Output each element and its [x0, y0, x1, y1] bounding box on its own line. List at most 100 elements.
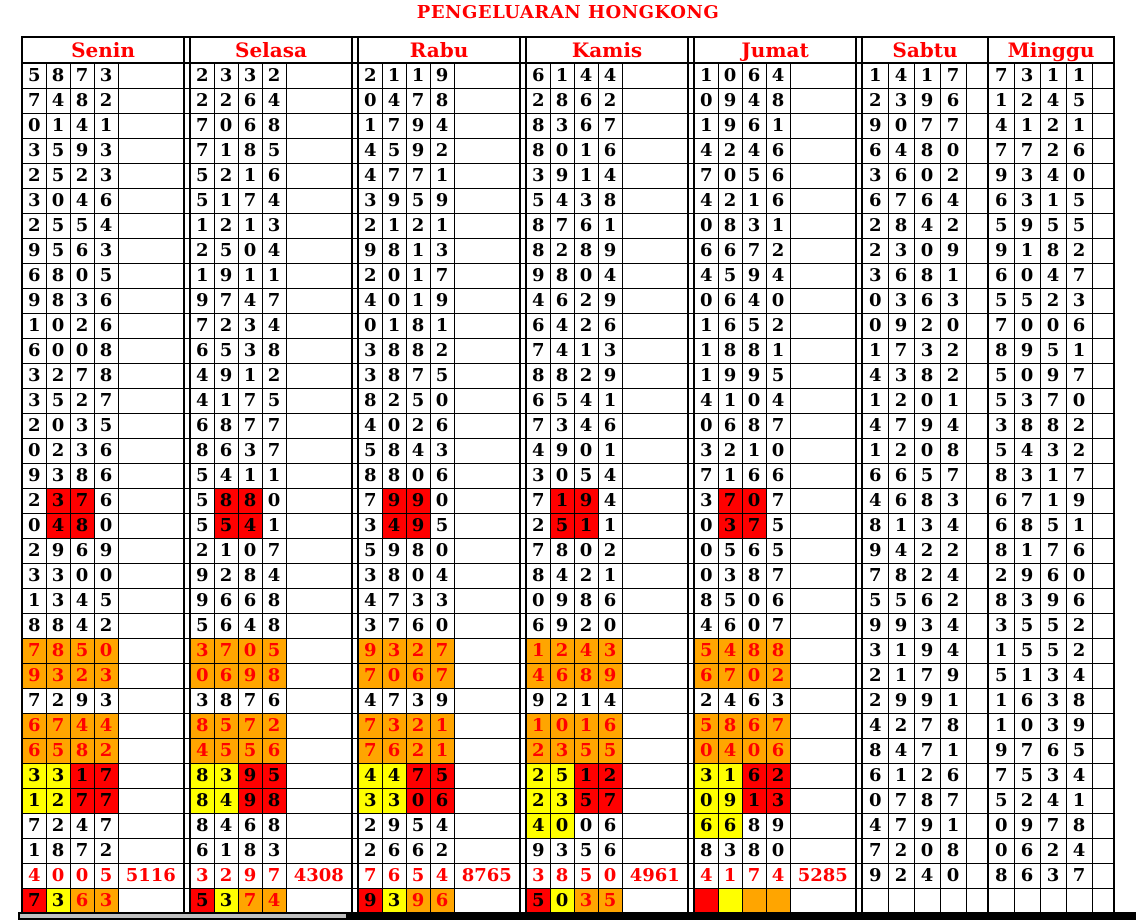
summary-cell: [117, 388, 185, 414]
digit-cell: 3: [69, 438, 95, 464]
summary-cell: [621, 613, 689, 639]
digit-cell: 0: [913, 238, 941, 264]
digit-cell: 3: [21, 563, 47, 589]
digit-cell: 4: [765, 263, 791, 289]
digit-cell: 0: [861, 313, 889, 339]
digit-cell: 5: [189, 163, 215, 189]
digit-cell: 3: [861, 263, 889, 289]
digit-cell: 6: [987, 263, 1015, 289]
summary-cell: [285, 638, 353, 664]
digit-cell: 1: [237, 263, 263, 289]
summary-cell: [621, 338, 689, 364]
digit-cell: 0: [69, 563, 95, 589]
summary-cell: [965, 513, 989, 539]
summary-cell: [621, 463, 689, 489]
digit-cell: 2: [525, 513, 551, 539]
digit-cell: 3: [45, 888, 71, 915]
digit-cell: 6: [1065, 588, 1093, 614]
digit-cell: 6: [987, 188, 1015, 214]
digit-cell: 6: [861, 463, 889, 489]
digit-cell: 2: [429, 838, 455, 864]
summary-cell: [285, 138, 353, 164]
digit-cell: 2: [765, 763, 791, 789]
digit-cell: 4: [21, 863, 47, 889]
digit-cell: 7: [21, 888, 47, 915]
summary-cell: [789, 62, 857, 89]
digit-cell: 8: [405, 538, 431, 564]
digit-cell: 1: [887, 638, 915, 664]
digit-cell: 5: [765, 538, 791, 564]
digit-cell: 8: [525, 213, 551, 239]
digit-cell: 2: [21, 163, 47, 189]
digit-cell: 1: [1013, 238, 1041, 264]
digit-cell: 8: [45, 263, 71, 289]
digit-cell: 7: [237, 888, 263, 915]
digit-cell: 9: [381, 538, 407, 564]
digit-cell: 0: [189, 663, 215, 689]
digit-cell: 6: [741, 113, 767, 139]
summary-cell: [789, 888, 857, 915]
header-separator: [183, 36, 191, 64]
digit-cell: [861, 888, 889, 915]
digit-cell: 0: [693, 738, 719, 764]
digit-cell: 4: [429, 113, 455, 139]
summary-cell: [789, 513, 857, 539]
digit-cell: 3: [525, 863, 551, 889]
summary-cell: [285, 613, 353, 639]
digit-cell: 5: [717, 538, 743, 564]
summary-cell: [117, 488, 185, 514]
digit-cell: 7: [1039, 388, 1067, 414]
digit-cell: 4: [357, 288, 383, 314]
digit-cell: 7: [913, 713, 941, 739]
digit-cell: 8: [525, 238, 551, 264]
digit-cell: 0: [913, 163, 941, 189]
digit-cell: 8: [1039, 238, 1067, 264]
summary-cell: [117, 438, 185, 464]
digit-cell: 4: [429, 863, 455, 889]
digit-cell: 2: [405, 638, 431, 664]
summary-cell: [965, 263, 989, 289]
day-header-jumat: Jumat: [693, 36, 857, 64]
digit-cell: 9: [549, 163, 575, 189]
digit-cell: 2: [887, 863, 915, 889]
digit-cell: 3: [987, 413, 1015, 439]
summary-cell: [965, 62, 989, 89]
digit-cell: 1: [987, 713, 1015, 739]
digit-cell: 9: [21, 463, 47, 489]
digit-cell: 6: [1065, 538, 1093, 564]
digit-cell: 2: [21, 538, 47, 564]
digit-cell: 5: [261, 388, 287, 414]
digit-cell: 9: [597, 663, 623, 689]
digit-cell: 5: [21, 62, 47, 89]
day-header-selasa: Selasa: [189, 36, 353, 64]
digit-cell: 8: [189, 763, 215, 789]
digit-cell: 9: [381, 813, 407, 839]
digit-cell: 3: [861, 638, 889, 664]
digit-cell: 9: [1013, 563, 1041, 589]
digit-cell: 9: [717, 88, 743, 114]
digit-cell: 4: [261, 238, 287, 264]
summary-cell: [453, 163, 521, 189]
digit-cell: 9: [913, 638, 941, 664]
digit-cell: 3: [549, 113, 575, 139]
digit-cell: 0: [549, 813, 575, 839]
digit-cell: 6: [887, 463, 915, 489]
digit-cell: 3: [93, 163, 119, 189]
digit-cell: 9: [1013, 813, 1041, 839]
digit-cell: 5: [1065, 88, 1093, 114]
digit-cell: 9: [913, 813, 941, 839]
summary-cell: [1091, 863, 1115, 889]
row-33: 4 0 0 5 5116 3 2 9 7 4308 7 6 5 4 8765 3 8 5 0 4961 4 1 7 4 5285…: [21, 863, 1115, 889]
digit-cell: 6: [741, 688, 767, 714]
digit-cell: 8: [549, 538, 575, 564]
digit-cell: 6: [693, 813, 719, 839]
digit-cell: 9: [21, 663, 47, 689]
digit-cell: 0: [69, 863, 95, 889]
digit-cell: 4: [261, 188, 287, 214]
summary-cell: [117, 513, 185, 539]
digit-cell: 1: [525, 638, 551, 664]
digit-cell: 4: [573, 638, 599, 664]
summary-cell: [621, 113, 689, 139]
digit-cell: 8: [381, 438, 407, 464]
